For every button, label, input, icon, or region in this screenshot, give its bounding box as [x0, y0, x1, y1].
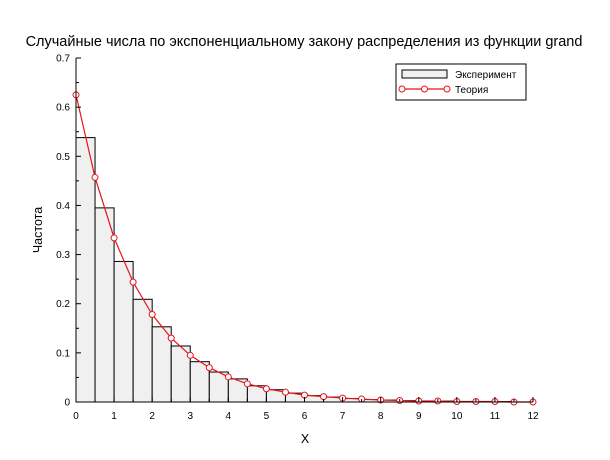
- y-tick-label: 0.5: [56, 152, 70, 163]
- x-tick-label: 12: [527, 411, 539, 422]
- theory-point: [110, 234, 118, 242]
- y-tick-label: 0: [64, 398, 70, 409]
- theory-point: [243, 380, 251, 388]
- x-tick-label: 10: [451, 411, 463, 422]
- y-tick-label: 0.7: [56, 54, 70, 65]
- x-tick-label: 2: [149, 411, 155, 422]
- legend-marker: [398, 85, 406, 93]
- x-tick-label: 3: [187, 411, 193, 422]
- x-axis-label: X: [301, 432, 310, 446]
- axes: 0 1 2 3 4 5 6 7 8 9 10 11 12 00.10.20.30.40.50.60.7: [56, 54, 539, 423]
- x-tick-label: 4: [226, 411, 232, 422]
- x-tick-label: 9: [416, 411, 422, 422]
- chart-title: Случайные числа по экспоненциальному зак…: [26, 34, 583, 50]
- theory-point: [186, 351, 194, 359]
- y-tick-label: 0.1: [56, 348, 70, 359]
- x-tick-label: 0: [73, 411, 79, 422]
- y-tick-label: 0.4: [56, 201, 70, 212]
- y-tick-label: 0.3: [56, 250, 70, 261]
- theory-point: [320, 393, 328, 401]
- theory-point: [205, 364, 213, 372]
- theory-point: [167, 334, 175, 342]
- x-tick-label: 7: [340, 411, 346, 422]
- legend-marker: [421, 85, 428, 93]
- theory-point: [148, 311, 156, 319]
- x-tick-label: 8: [378, 411, 384, 422]
- legend-label-histogram: Эксперимент: [455, 70, 517, 81]
- x-tick-label: 6: [302, 411, 308, 422]
- theory-point: [262, 385, 270, 393]
- x-tick-label: 11: [490, 411, 501, 422]
- x-tick-label: 1: [111, 411, 117, 422]
- y-axis-label: Частота: [31, 207, 45, 253]
- y-ticks: 0 0.1 0.2 0.3 0.4 0.5 0.6 0.7: [56, 54, 81, 409]
- theory-point: [91, 173, 99, 181]
- histogram-bars: [75, 137, 515, 403]
- theory-point: [224, 373, 232, 381]
- y-tick-label: 0.2: [56, 299, 70, 310]
- plot-area: [72, 91, 537, 406]
- legend-swatch-histogram: [401, 69, 448, 79]
- theory-point: [129, 278, 137, 286]
- y-tick-label: 0.6: [56, 103, 70, 114]
- legend: Эксперимент Теория: [395, 63, 527, 101]
- x-ticks: 0 1 2 3 4 5 6 7 8 9 10 11 12: [73, 397, 539, 422]
- x-tick-label: 5: [264, 411, 270, 422]
- legend-marker: [443, 85, 451, 93]
- legend-label-theory: Теория: [455, 85, 488, 96]
- theory-point: [281, 388, 289, 396]
